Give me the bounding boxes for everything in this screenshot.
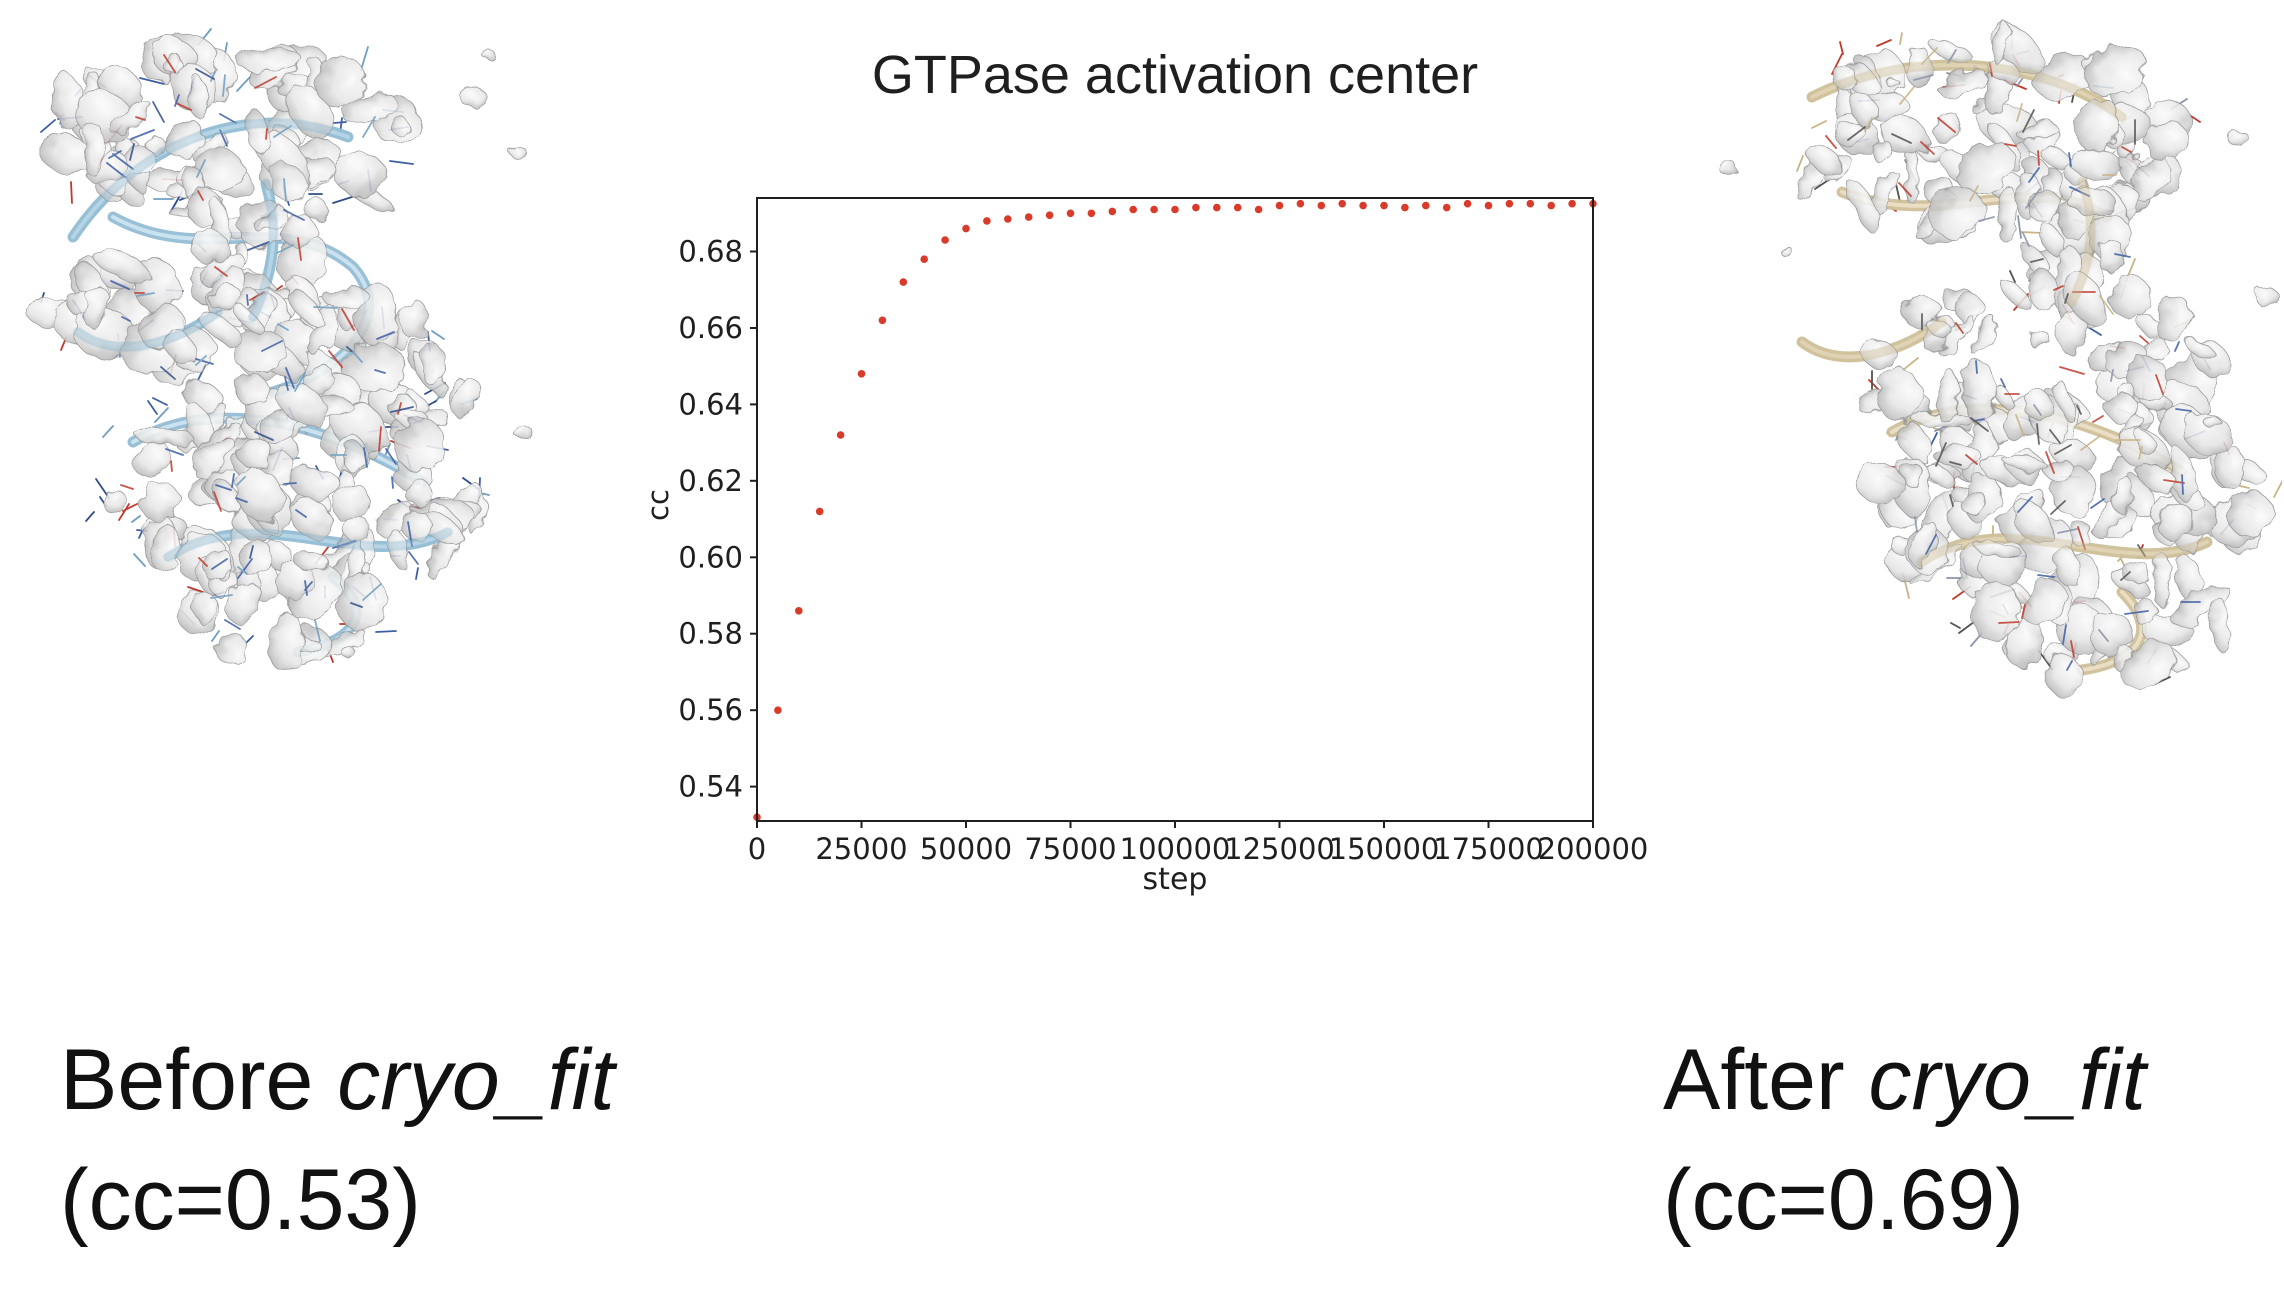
before-caption-text: Before [60,1032,338,1128]
y-axis-label: cc [640,489,675,521]
after-caption-text: After [1663,1032,1869,1128]
after-caption-program-name: cryo_fit [1868,1032,2146,1128]
after-caption-cc-value: (cc=0.69) [1663,1152,2024,1249]
svg-text:0.68: 0.68 [678,235,743,269]
svg-text:25000: 25000 [815,832,907,866]
before-caption-program-name: cryo_fit [337,1032,615,1128]
svg-text:0.56: 0.56 [678,693,743,727]
svg-text:0: 0 [748,832,766,866]
svg-text:125000: 125000 [1224,832,1335,866]
before-caption-cc-value: (cc=0.53) [60,1152,421,1249]
svg-text:0.60: 0.60 [678,540,743,574]
svg-text:0.64: 0.64 [678,387,743,421]
svg-text:150000: 150000 [1329,832,1440,866]
after-density-model-image [1717,20,2282,699]
cc-vs-step-scatter-plot: 0 25000 50000 75000 100000125000150000175000… [678,197,1648,866]
chart-title: GTPase activation center [871,45,1479,105]
x-axis-label: step [1142,862,1208,897]
svg-text:0.66: 0.66 [678,311,743,345]
svg-text:175000: 175000 [1433,832,1544,866]
svg-text:0.58: 0.58 [678,617,743,651]
before-caption-line1: Before cryo_fit [60,1020,614,1140]
after-caption-line1: After cryo_fit [1663,1020,2146,1140]
before-caption: Before cryo_fit (cc=0.53) [60,1020,614,1261]
svg-text:200000: 200000 [1538,832,1649,866]
after-caption: After cryo_fit (cc=0.69) [1663,1020,2146,1261]
svg-text:0.62: 0.62 [678,464,743,498]
svg-text:0.54: 0.54 [678,770,743,804]
svg-text:75000: 75000 [1024,832,1116,866]
svg-text:100000: 100000 [1120,832,1231,866]
svg-text:50000: 50000 [920,832,1012,866]
before-density-model-image [24,28,533,672]
